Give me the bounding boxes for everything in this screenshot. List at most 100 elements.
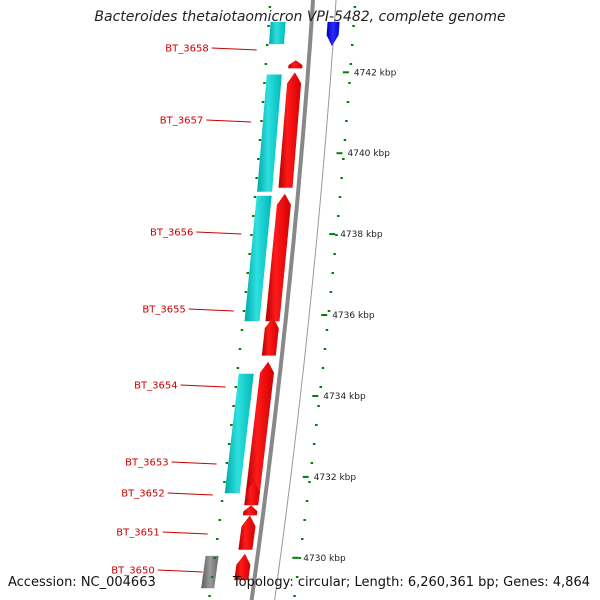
- outer-dot: [310, 462, 314, 464]
- gene-leader-line: [188, 308, 234, 312]
- inner-dot: [258, 139, 262, 141]
- inner-dot: [230, 424, 233, 426]
- topology-text: Topology: circular; Length: 6,260,361 bp…: [232, 575, 590, 590]
- gene-label: BT_3654: [134, 381, 177, 392]
- tick-label: 4740 kbp: [348, 149, 391, 159]
- gray-feature: [201, 555, 219, 589]
- outer-dot: [325, 329, 329, 331]
- reverse-feature-3: [224, 373, 254, 494]
- gene-label: BT_3656: [150, 228, 193, 239]
- gene-BT_3655: [261, 317, 279, 356]
- inner-dot: [257, 158, 260, 160]
- inner-dot: [220, 500, 224, 502]
- outer-dot: [348, 82, 351, 84]
- inner-dot: [267, 25, 270, 27]
- reverse-feature-2: [244, 195, 272, 322]
- inner-dot: [218, 519, 221, 521]
- inner-dot: [248, 253, 251, 255]
- tick-label: 4738 kbp: [340, 230, 383, 240]
- inner-dot: [236, 367, 240, 369]
- gene-label-layer: BT_3658 BT_3657 BT_3656 BT_3655 BT_3654 BT_36…: [111, 44, 257, 577]
- gene-BT_3656: [265, 193, 291, 322]
- backbone-layer: [249, 0, 315, 600]
- inner-dot: [268, 6, 272, 8]
- outer-dot: [353, 6, 357, 8]
- gene-BT_3657: [278, 72, 302, 188]
- inner-dot: [238, 348, 242, 350]
- inner-dot: [266, 44, 269, 46]
- outer-dot: [298, 557, 301, 559]
- outer-dot: [345, 120, 348, 122]
- reverse-feature-4: [269, 21, 286, 45]
- inner-dot: [260, 120, 263, 122]
- outer-dot: [293, 595, 296, 597]
- inner-dot: [210, 576, 214, 578]
- tick-layer: 4730 kbp 4732 kbp 4734 kbp 4736 kbp 4738 kbp…: [208, 6, 397, 597]
- gene-leader-line: [162, 531, 208, 535]
- outer-dot: [327, 310, 331, 312]
- outer-dot: [303, 519, 306, 521]
- inner-dot: [240, 329, 244, 331]
- outer-dot: [301, 538, 304, 540]
- inner-dot: [244, 291, 248, 293]
- gene-leader-line: [196, 231, 242, 235]
- gene-label: BT_3653: [125, 458, 168, 469]
- tick-label: 4734 kbp: [323, 392, 366, 402]
- outer-dot: [343, 139, 347, 141]
- outer-dot: [312, 443, 316, 445]
- gene-leader-line: [206, 119, 252, 123]
- outer-ring-line: [274, 0, 337, 600]
- inner-dot: [223, 481, 226, 483]
- forward-strand-layer: [234, 60, 303, 581]
- inner-dot: [250, 234, 253, 236]
- tick-label: 4732 kbp: [314, 473, 357, 483]
- outer-dot: [305, 500, 309, 502]
- reverse-feature-1: [257, 74, 282, 192]
- inner-dot: [242, 310, 246, 312]
- gene-label: BT_3657: [160, 116, 203, 127]
- gene-label: BT_3655: [142, 305, 185, 316]
- tick-label: 4736 kbp: [332, 311, 375, 321]
- outer-dot: [333, 253, 336, 255]
- gene-leader-line: [180, 384, 226, 388]
- outer-dot: [349, 63, 353, 65]
- inner-dot: [252, 215, 255, 217]
- gene-label: BT_3658: [165, 44, 208, 55]
- outer-dot: [323, 348, 327, 350]
- genome-title: Bacteroides thetaiotaomicron VPI-5482, c…: [94, 9, 506, 25]
- inner-dot: [216, 538, 219, 540]
- gene-label: BT_3651: [116, 528, 159, 539]
- gene-BT_3651: [238, 515, 256, 550]
- outer-dot: [337, 215, 340, 217]
- outer-dot: [352, 25, 355, 27]
- other-feature-1: [326, 21, 340, 47]
- tick-label: 4742 kbp: [354, 68, 397, 78]
- gene-BT_3652: [242, 505, 258, 516]
- outer-ring: [274, 0, 337, 600]
- gene-BT_3650: [234, 553, 251, 581]
- outer-dot: [295, 576, 299, 578]
- outer-dot: [342, 158, 345, 160]
- inner-dot: [253, 196, 257, 198]
- backbone-line: [249, 0, 315, 600]
- inner-dot: [227, 443, 231, 445]
- inner-dot: [225, 462, 229, 464]
- outer-dot: [319, 386, 322, 388]
- gene-leader-line: [157, 569, 203, 573]
- inner-dot: [208, 595, 211, 597]
- outer-dot: [346, 101, 350, 103]
- inner-dot: [232, 405, 235, 407]
- accession-text: Accession: NC_004663: [8, 575, 156, 590]
- outer-dot: [329, 291, 333, 293]
- gene-leader-line: [211, 47, 257, 51]
- gene-label: BT_3652: [121, 489, 164, 500]
- inner-dot: [246, 272, 249, 274]
- tick-label: 4730 kbp: [303, 554, 346, 564]
- gene-BT_3658: [288, 60, 303, 69]
- gene-BT_3653: [244, 481, 260, 506]
- gene-label: BT_3650: [111, 566, 154, 577]
- gene-leader-line: [167, 492, 213, 496]
- outer-dot: [338, 196, 342, 198]
- outer-dot: [321, 367, 325, 369]
